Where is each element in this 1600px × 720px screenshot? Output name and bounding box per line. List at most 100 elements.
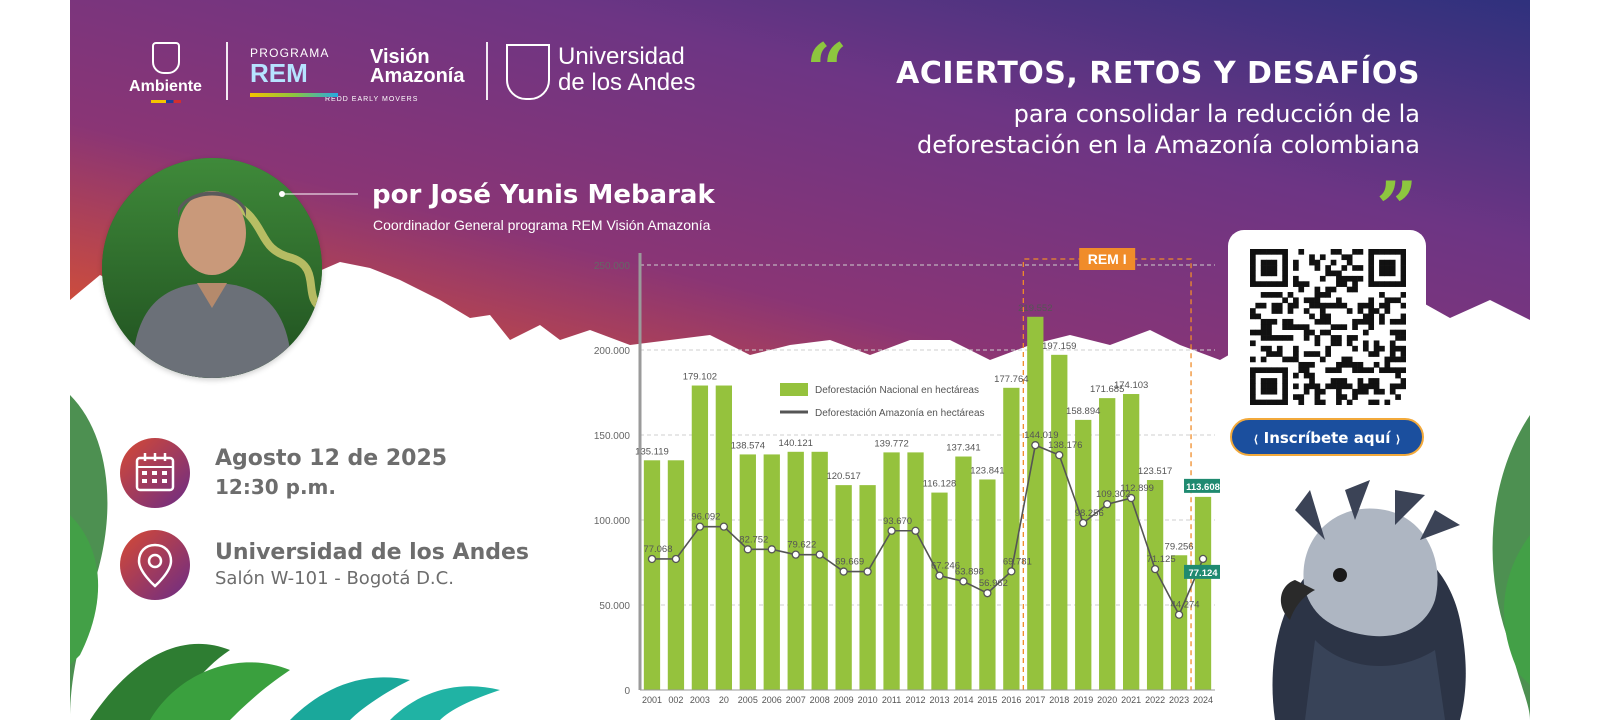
qr-module	[1250, 399, 1256, 405]
qr-module	[1271, 399, 1278, 405]
qr-module	[1271, 292, 1278, 298]
qr-module	[1255, 399, 1262, 405]
rem-wordmark: REM	[250, 58, 308, 88]
qr-module	[1250, 270, 1256, 277]
qr-module	[1276, 302, 1283, 309]
qr-module	[1271, 378, 1278, 384]
qr-module	[1373, 361, 1380, 368]
qr-module	[1282, 378, 1288, 384]
qr-module	[1400, 329, 1406, 336]
qr-module	[1314, 286, 1321, 293]
qr-module	[1346, 399, 1353, 405]
x-tick-label: 2021	[1121, 695, 1141, 705]
qr-module	[1400, 270, 1406, 277]
qr-module	[1293, 372, 1299, 379]
qr-module	[1395, 394, 1401, 400]
qr-module	[1325, 383, 1331, 390]
amazon-point	[959, 577, 968, 586]
qr-module	[1341, 265, 1348, 271]
qr-module	[1287, 356, 1294, 363]
qr-module	[1373, 249, 1380, 255]
qr-module	[1271, 388, 1278, 395]
qr-card[interactable]	[1228, 230, 1426, 416]
qr-code-icon[interactable]	[1250, 249, 1406, 405]
qr-module	[1319, 254, 1326, 261]
qr-module	[1271, 367, 1278, 374]
qr-module	[1282, 254, 1288, 261]
background-gradient	[70, 0, 1530, 360]
qr-module	[1341, 254, 1348, 261]
register-button[interactable]: ⟨ Inscríbete aquí ⟩	[1230, 418, 1424, 456]
qr-module	[1250, 313, 1256, 320]
qr-module	[1373, 388, 1380, 395]
qr-module	[1379, 281, 1385, 287]
qr-module	[1341, 302, 1348, 309]
qr-module	[1266, 345, 1272, 352]
y-tick-label: 100.000	[594, 516, 631, 527]
rem-vision-wordmark: Visión Amazonía	[370, 46, 465, 87]
bar	[811, 451, 828, 690]
qr-module	[1266, 329, 1272, 336]
qr-module	[1266, 335, 1272, 341]
amazon-point	[839, 567, 848, 576]
qr-module	[1260, 265, 1267, 271]
qr-module	[1352, 249, 1358, 255]
qr-module	[1389, 356, 1396, 363]
event-room: Salón W-101 - Bogotá D.C.	[215, 568, 454, 589]
bar-value-label: 123.841	[970, 465, 1004, 476]
x-tick-label: 2019	[1073, 695, 1093, 705]
qr-module	[1395, 356, 1401, 363]
x-tick-label: 2009	[834, 695, 854, 705]
x-tick-label: 2024	[1193, 695, 1213, 705]
line-value-label: 77.068	[643, 544, 672, 555]
calendar-icon	[135, 453, 175, 492]
qr-module	[1330, 324, 1337, 330]
qr-module	[1336, 340, 1342, 347]
qr-module	[1368, 318, 1375, 325]
qr-module	[1255, 281, 1262, 287]
qr-module	[1362, 345, 1369, 352]
open-quote-mark: “	[806, 27, 848, 112]
qr-module	[1373, 399, 1380, 405]
qr-module	[1373, 345, 1380, 352]
line-value-label: 56.962	[979, 578, 1008, 589]
bar	[1099, 398, 1116, 690]
qr-module	[1303, 335, 1310, 341]
qr-module	[1303, 361, 1310, 368]
qr-module	[1368, 259, 1375, 266]
bar-value-label: 219.552	[1018, 303, 1052, 314]
chart-legend: Deforestación Nacional en hectáreas Defo…	[780, 383, 985, 419]
qr-module	[1298, 249, 1305, 255]
qr-module	[1282, 383, 1288, 390]
qr-module	[1341, 383, 1348, 390]
qr-module	[1250, 308, 1256, 314]
qr-module	[1314, 297, 1321, 304]
qr-module	[1319, 292, 1326, 298]
qr-module	[1319, 275, 1326, 282]
qr-module	[1395, 329, 1401, 336]
qr-module	[1357, 318, 1364, 325]
qr-module	[1255, 249, 1262, 255]
qr-module	[1271, 249, 1278, 255]
highlight-line-label-bg	[1184, 564, 1220, 579]
amazon-point	[1079, 518, 1088, 528]
qr-module	[1250, 388, 1256, 395]
qr-module	[1271, 302, 1278, 309]
qr-module	[1303, 329, 1310, 336]
y-tick-label: 150.000	[594, 431, 631, 442]
chart-bars	[643, 316, 1212, 690]
location-pin-icon	[137, 543, 173, 588]
rem-logo: PROGRAMA REM Visión Amazonía REDD EARLY …	[250, 46, 470, 103]
x-tick-label: 2008	[810, 695, 830, 705]
bar	[739, 454, 756, 690]
qr-module	[1309, 297, 1315, 304]
headline-title: ACIERTOS, RETOS Y DESAFÍOS	[896, 56, 1420, 91]
line-value-label: 93.670	[883, 516, 912, 527]
qr-module	[1260, 329, 1267, 336]
qr-module	[1266, 259, 1272, 266]
qr-module	[1271, 351, 1278, 357]
qr-module	[1341, 394, 1348, 400]
qr-module	[1330, 286, 1337, 293]
qr-module	[1400, 356, 1406, 363]
line-value-label: 98.256	[1075, 508, 1104, 519]
